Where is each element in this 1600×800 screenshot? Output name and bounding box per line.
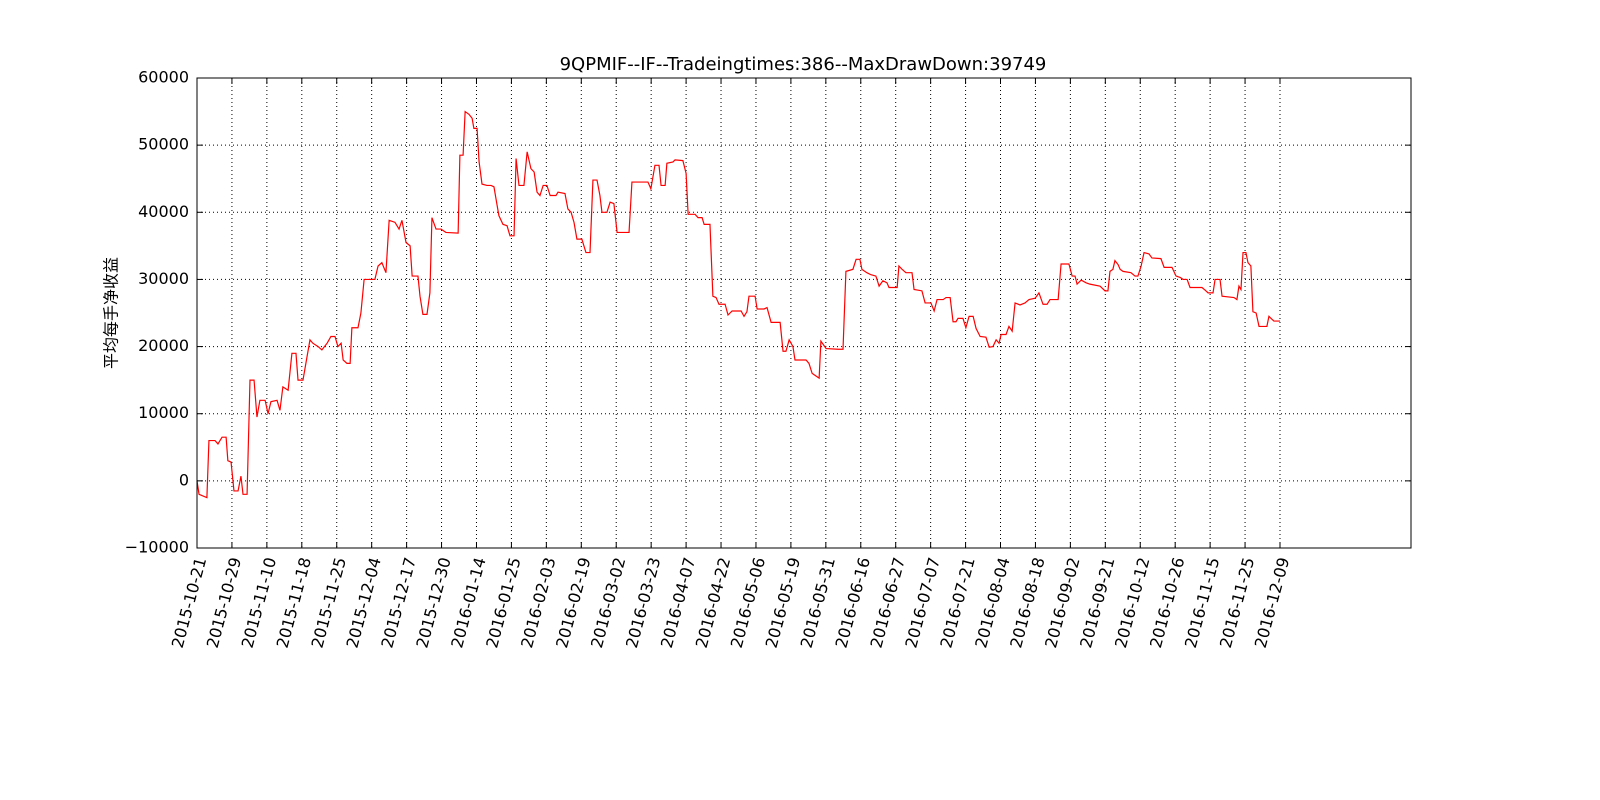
y-tick-label: 50000 [138,135,189,154]
y-tick-label: 10000 [138,403,189,422]
plot-frame [196,77,1412,549]
y-tick-label: 40000 [138,202,189,221]
y-axis-label: 平均每手净收益 [102,257,121,369]
data-line [196,110,1280,499]
y-tick-label: 20000 [138,336,189,355]
y-tick-label: 0 [179,470,189,489]
y-tick-label: −10000 [125,538,189,557]
chart-title: 9QPMIF--IF--Tradeingtimes:386--MaxDrawDo… [560,54,1047,75]
y-tick-label: 60000 [138,68,189,87]
y-tick-label: 30000 [138,269,189,288]
